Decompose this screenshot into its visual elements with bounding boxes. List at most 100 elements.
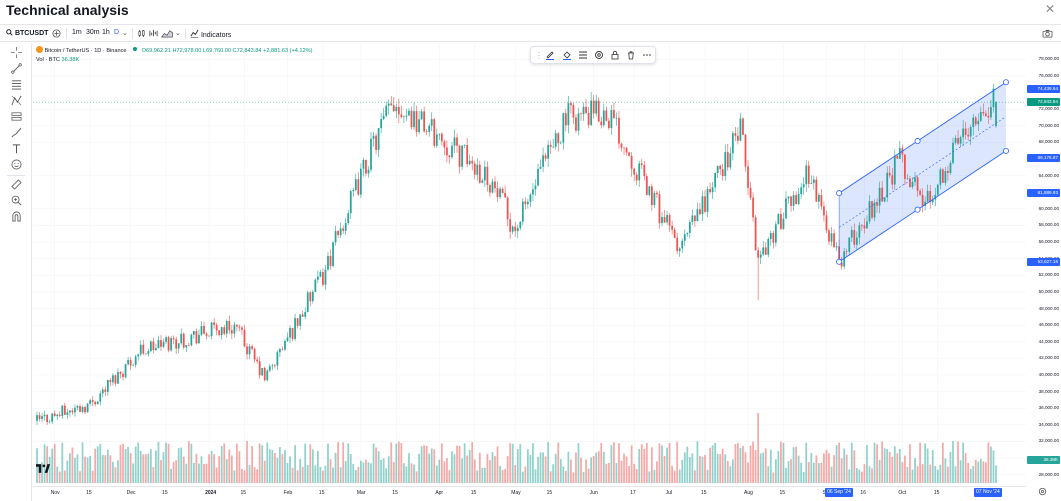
magnet-icon[interactable] (9, 211, 23, 223)
time-tick-label: 15 (162, 490, 168, 496)
volume-bar (602, 451, 605, 483)
candle-body (777, 214, 780, 225)
volume-bar (476, 470, 479, 483)
bar-style-candles-icon[interactable] (137, 29, 146, 40)
candle-body (795, 195, 797, 205)
volume-bar (936, 469, 939, 483)
chart-style-chevron-down-icon[interactable]: ⌄ (175, 30, 181, 37)
candle-body (934, 194, 937, 200)
candle-body (180, 333, 183, 344)
chart-settings-gear-icon[interactable] (1038, 487, 1047, 498)
chart-canvas[interactable] (33, 43, 1026, 486)
volume-bar (562, 466, 565, 483)
candle-body (195, 331, 198, 344)
volume-bar (286, 463, 289, 483)
price-chart-svg[interactable] (33, 43, 1026, 486)
candle-body (529, 194, 532, 202)
candle-body (390, 103, 393, 106)
candle-body (757, 250, 760, 258)
price-axis[interactable]: 78,000.00 76,000.00 72,000.00 70,000.00 68,0… (1026, 43, 1061, 486)
candle-body (549, 144, 552, 147)
line-style-icon[interactable] (577, 50, 589, 62)
volume-bar (954, 466, 957, 483)
zoom-in-icon[interactable] (9, 195, 23, 207)
more-options-icon[interactable] (641, 50, 653, 62)
volume-bar (347, 443, 350, 483)
area-style-icon[interactable] (160, 29, 173, 40)
emoji-icon[interactable] (9, 159, 23, 171)
interval-30m[interactable]: 30m (86, 29, 100, 36)
candle-body (747, 166, 749, 188)
volume-bar (724, 454, 727, 483)
bar-style-bars-icon[interactable] (149, 29, 158, 40)
volume-bar (898, 449, 901, 483)
volume-bar (106, 449, 109, 483)
candle-body (984, 113, 987, 116)
interval-1h[interactable]: 1h (102, 29, 110, 36)
volume-bar (519, 444, 522, 483)
volume-bar (567, 451, 570, 483)
time-tick-label: 15 (546, 490, 553, 496)
fib-retracement-icon[interactable] (9, 79, 23, 91)
candle-body (610, 110, 613, 128)
candle-body (200, 326, 203, 335)
candle-body (959, 137, 962, 144)
time-axis[interactable]: Nov 15 Dec 15 2024 15 Feb 15 Mar 15 Apr 15 May 15 Jun 1… (33, 486, 1026, 501)
volume-bar (886, 448, 889, 483)
volume-bar (929, 464, 932, 483)
brush-icon[interactable] (9, 127, 23, 139)
crosshair-icon[interactable] (9, 47, 23, 59)
candle-body (360, 168, 362, 195)
volume-bar (314, 465, 317, 483)
candle-body (521, 201, 524, 222)
symbol-search-button[interactable]: BTCUSDT (6, 29, 48, 37)
lock-icon[interactable] (609, 50, 621, 62)
candle-body (324, 269, 327, 285)
drag-handle-icon[interactable]: ⋮ (535, 51, 543, 60)
candle-body (678, 248, 681, 252)
volume-bar (494, 456, 496, 483)
candle-body (828, 230, 830, 242)
candle-body (119, 372, 122, 374)
volume-bar (408, 453, 410, 483)
pattern-tool-icon[interactable] (9, 95, 23, 107)
text-tool-icon[interactable] (9, 143, 23, 155)
trend-line-icon[interactable] (9, 63, 23, 75)
interval-1m[interactable]: 1m (72, 29, 82, 36)
ruler-icon[interactable] (9, 179, 23, 191)
volume-bar (577, 443, 580, 483)
fill-color-bucket-icon[interactable] (561, 50, 573, 62)
candle-body (904, 154, 906, 179)
volume-bar (187, 441, 190, 483)
candle-body (742, 118, 744, 135)
close-icon[interactable]: ✕ (1044, 2, 1055, 16)
volume-bar (137, 442, 140, 483)
volume-bar (767, 466, 770, 483)
trash-icon[interactable] (625, 50, 637, 62)
volume-bar (888, 452, 891, 483)
candle-body (365, 160, 367, 174)
indicators-button[interactable]: Indicators (190, 29, 231, 39)
candle-body (519, 221, 522, 229)
interval-chevron-down-icon[interactable]: ⌄ (122, 30, 128, 37)
candle-body (653, 192, 656, 206)
price-tick-label: 32,000.00 (1038, 438, 1059, 444)
compare-add-icon[interactable] (52, 29, 61, 40)
candle-body (397, 106, 400, 115)
candle-body (461, 145, 463, 167)
candle-body (595, 100, 598, 114)
candle-body (577, 113, 580, 131)
candle-body (587, 112, 590, 125)
interval-1d[interactable]: D (114, 29, 120, 36)
candle-body (428, 125, 431, 133)
camera-icon[interactable] (1042, 29, 1053, 40)
line-color-pencil-icon[interactable] (544, 50, 556, 62)
volume-bar (595, 452, 598, 483)
volume-bar (701, 456, 704, 483)
volume-bar (496, 446, 499, 483)
volume-bar (132, 463, 135, 483)
price-highlight-label: 36.38K (1027, 456, 1060, 464)
prediction-tool-icon[interactable] (9, 111, 23, 123)
candle-body (198, 334, 200, 344)
settings-gear-icon[interactable] (593, 50, 605, 62)
